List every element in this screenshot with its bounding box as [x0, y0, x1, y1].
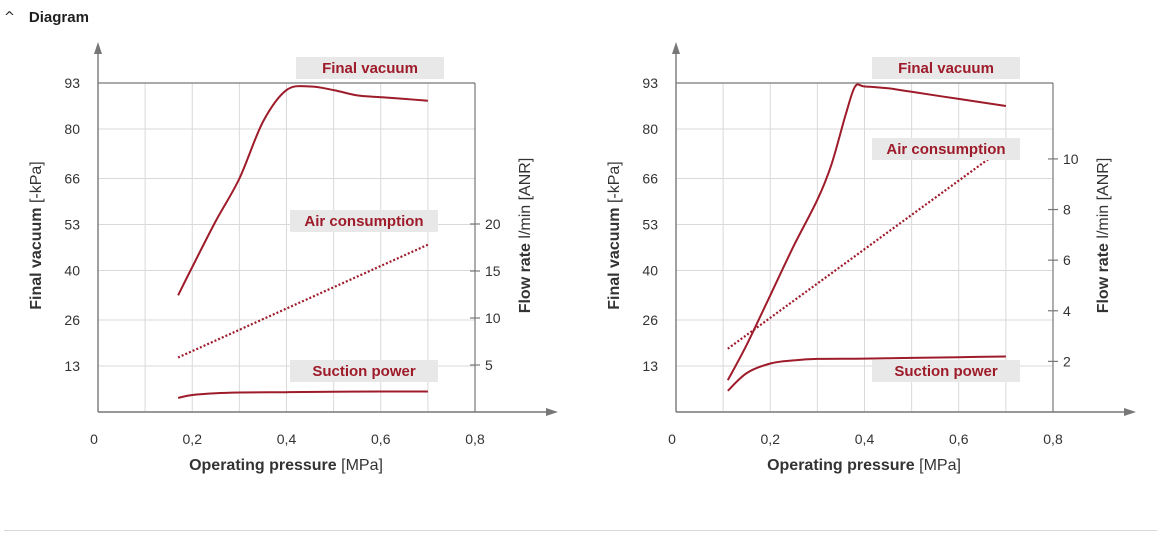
y-left-axis-title: Final vacuum [-kPa]: [28, 161, 45, 310]
y-right-tick-label: 6: [1063, 252, 1071, 268]
y-right-axis-title: Flow rate l/min [ANR]: [1095, 158, 1112, 314]
y-axis-arrow-icon: [94, 42, 102, 54]
y-left-tick-label: 26: [64, 312, 80, 328]
y-left-tick-label: 40: [642, 262, 658, 278]
y-left-tick-label: 66: [64, 171, 80, 187]
section-title: Diagram: [28, 8, 89, 26]
series-line-air-consumption: [177, 243, 429, 359]
y-left-tick-label: 66: [642, 171, 658, 187]
chart-svg: 13 26 40 53 66 80 93 0 0,2 0,4 0,6 0,8 5 10 15 20 Operat…: [28, 42, 558, 474]
y-left-tick-label: 80: [642, 121, 658, 137]
y-left-tick-label: 13: [64, 358, 80, 374]
y-left-tick-label: 80: [64, 121, 80, 137]
chart-svg: 13 26 40 53 66 80 93 0 0,2 0,4 0,6 0,8 2 4 6 8 10 Operati…: [606, 42, 1136, 474]
x-axis-arrow-icon: [1124, 408, 1136, 416]
series-line-suction-power: [177, 390, 428, 399]
y-left-tick-label: 13: [642, 358, 658, 374]
y-right-tick-label: 10: [485, 310, 501, 326]
series-line-air-consumption: [727, 145, 1007, 350]
x-tick-label: 0,4: [855, 431, 875, 447]
series-line-suction-power: [727, 355, 1006, 392]
y-left-tick-label: 40: [64, 262, 80, 278]
series-label-bg: [296, 57, 444, 79]
series-label-bg: [290, 210, 438, 232]
x-tick-label: 0,6: [371, 431, 391, 447]
series-label-final-vacuum: Final vacuum: [322, 60, 418, 77]
y-left-axis-title: Final vacuum [-kPa]: [606, 161, 623, 310]
y-left-tick-label: 53: [642, 217, 658, 233]
y-right-tick-label: 10: [1063, 151, 1079, 167]
y-right-tick-label: 4: [1063, 303, 1071, 319]
section-divider: [4, 530, 1157, 531]
series-label-bg: [872, 138, 1020, 160]
y-right-tick-label: 5: [485, 357, 493, 373]
x-tick-label: 0,6: [949, 431, 969, 447]
series-label-bg: [290, 360, 438, 382]
y-right-axis-title: Flow rate l/min [ANR]: [517, 158, 534, 314]
series-label-bg: [872, 57, 1020, 79]
y-left-tick-label: 93: [642, 75, 658, 91]
x-axis-arrow-icon: [546, 408, 558, 416]
series-label-suction-power: Suction power: [894, 363, 998, 380]
chart-left: 13 26 40 53 66 80 93 0 0,2 0,4 0,6 0,8 5 10 15 20 Operat…: [0, 30, 580, 490]
x-tick-label: 0: [90, 431, 98, 447]
x-tick-label: 0,8: [465, 431, 485, 447]
y-axis-arrow-icon: [672, 42, 680, 54]
x-tick-label: 0,8: [1043, 431, 1063, 447]
series-label-suction-power: Suction power: [312, 363, 416, 380]
series-line-final-vacuum: [177, 85, 428, 296]
y-left-tick-label: 26: [642, 312, 658, 328]
x-tick-label: 0,2: [183, 431, 203, 447]
y-right-tick-label: 20: [485, 216, 501, 232]
x-tick-label: 0: [668, 431, 676, 447]
y-right-tick-label: 2: [1063, 353, 1071, 369]
series-label-air-consumption: Air consumption: [304, 213, 423, 230]
x-tick-label: 0,2: [761, 431, 781, 447]
x-axis-title: Operating pressure [MPa]: [767, 457, 961, 474]
y-left-tick-label: 93: [64, 75, 80, 91]
x-tick-label: 0,4: [277, 431, 297, 447]
chevron-up-icon: ^: [4, 9, 15, 25]
series-label-bg: [872, 360, 1020, 382]
chart-right: 13 26 40 53 66 80 93 0 0,2 0,4 0,6 0,8 2 4 6 8 10 Operati…: [578, 30, 1158, 490]
y-right-tick-label: 15: [485, 263, 501, 279]
series-line-final-vacuum: [726, 83, 1007, 381]
diagram-section-toggle[interactable]: ^ Diagram: [4, 6, 89, 28]
y-right-tick-label: 8: [1063, 202, 1071, 218]
x-axis-title: Operating pressure [MPa]: [189, 457, 383, 474]
series-label-final-vacuum: Final vacuum: [898, 60, 994, 77]
series-label-air-consumption: Air consumption: [886, 141, 1005, 158]
y-left-tick-label: 53: [64, 217, 80, 233]
